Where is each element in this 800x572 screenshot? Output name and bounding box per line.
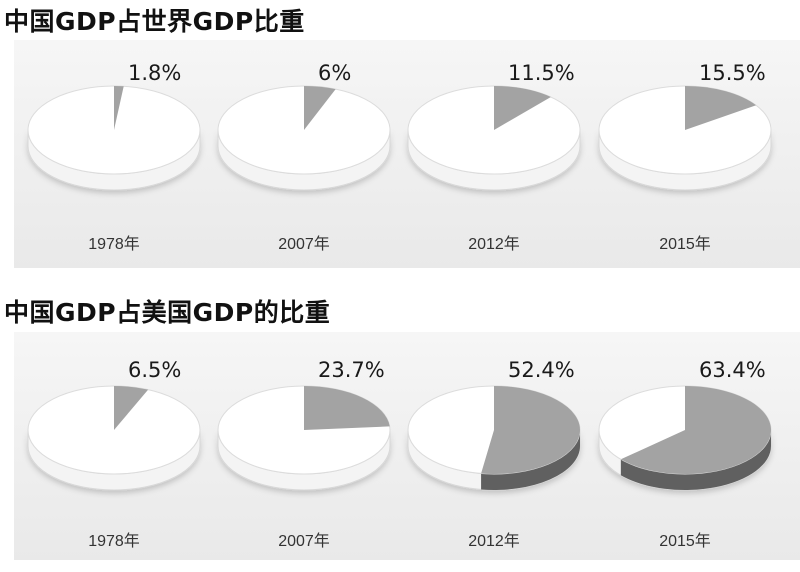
pie-0-3: 15.5% 2015年 xyxy=(598,61,772,253)
pie-1-3: 63.4% 2015年 xyxy=(598,358,772,550)
category-label: 2015年 xyxy=(659,532,711,550)
category-label: 1978年 xyxy=(88,532,140,550)
value-label: 1.8% xyxy=(128,61,181,85)
value-label: 11.5% xyxy=(508,61,575,85)
pie-share-slice xyxy=(481,386,581,475)
pie-share-slice xyxy=(685,86,757,130)
category-label: 2015年 xyxy=(659,235,711,253)
category-label: 2007年 xyxy=(278,235,330,253)
chart-title-usa: 中国GDP占美国GDP的比重 xyxy=(4,298,331,327)
pie-share-slice xyxy=(494,86,551,130)
value-label: 23.7% xyxy=(318,358,385,382)
pie-0-2: 11.5% 2012年 xyxy=(407,61,581,253)
category-label: 1978年 xyxy=(88,235,140,253)
value-label: 6% xyxy=(318,61,351,85)
pie-share-slice xyxy=(304,386,390,430)
value-label: 15.5% xyxy=(699,61,766,85)
pie-share-side xyxy=(481,430,580,490)
category-label: 2012年 xyxy=(468,235,520,253)
pie-share-slice xyxy=(114,386,149,430)
chart-title-world: 中国GDP占世界GDP比重 xyxy=(4,7,305,36)
pie-share-slice xyxy=(620,386,771,475)
pie-1-1: 23.7% 2007年 xyxy=(217,358,391,550)
pie-share-side xyxy=(620,430,771,491)
value-label: 63.4% xyxy=(699,358,766,382)
pie-1-0: 6.5% 1978年 xyxy=(27,358,201,550)
pie-share-slice xyxy=(114,86,124,130)
pie-1-2: 52.4% 2012年 xyxy=(407,358,581,550)
pie-0-1: 6% 2007年 xyxy=(217,61,391,253)
category-label: 2012年 xyxy=(468,532,520,550)
pie-0-0: 1.8% 1978年 xyxy=(27,61,201,253)
value-label: 6.5% xyxy=(128,358,181,382)
value-label: 52.4% xyxy=(508,358,575,382)
category-label: 2007年 xyxy=(278,532,330,550)
pie-share-slice xyxy=(304,86,336,130)
